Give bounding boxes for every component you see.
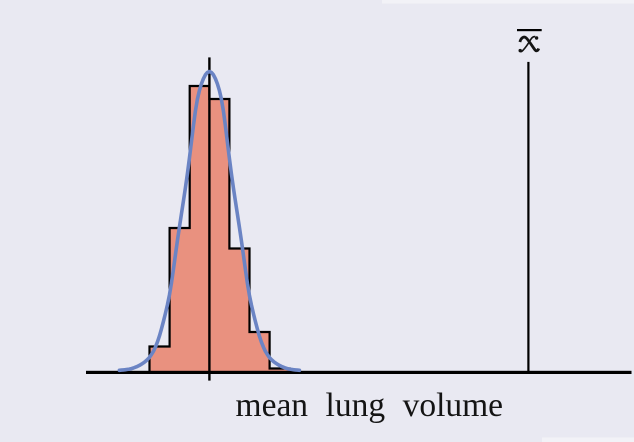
svg-text:mean lung volume: mean lung volume bbox=[236, 387, 504, 424]
